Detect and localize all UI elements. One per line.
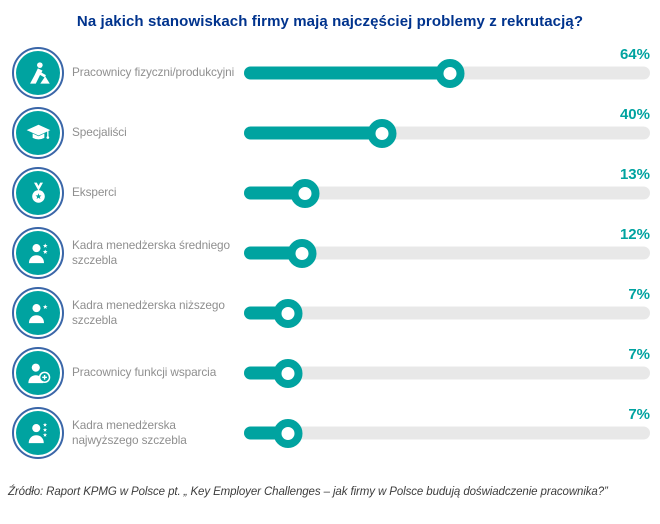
source-citation: Źródło: Raport KPMG w Polsce pt. „ Key E… (8, 486, 608, 498)
bar-area: 7% (244, 343, 650, 403)
value-label: 40% (619, 106, 650, 123)
bar-end-marker (435, 58, 465, 88)
value-label: 64% (619, 46, 650, 63)
bar-track (244, 298, 650, 328)
value-label: 7% (628, 286, 650, 303)
category-label: Pracownicy funkcji wsparcia (72, 365, 217, 380)
category-label: Eksperci (72, 185, 117, 200)
bar-row: Kadra menedżerska niższego szczebla 7% (0, 283, 660, 343)
bar-track (244, 178, 650, 208)
category-icon-ring (12, 407, 64, 459)
bar-area: 12% (244, 223, 650, 283)
graduation-cap-icon (16, 111, 60, 155)
bar-rows-container: Pracownicy fizyczni/produkcyjni 64% Specja… (0, 43, 660, 463)
bar-track (244, 418, 650, 448)
bar-track (244, 238, 650, 268)
chart-title: Na jakich stanowiskach firmy mają najczę… (76, 13, 584, 30)
bar-track (244, 358, 650, 388)
bar-track (244, 118, 650, 148)
worker-digging-icon (16, 51, 60, 95)
bar-row: Pracownicy funkcji wsparcia 7% (0, 343, 660, 403)
manager-one-star-icon (16, 291, 60, 335)
category-icon-ring (12, 107, 64, 159)
bar-end-marker (287, 238, 317, 268)
bar-track (244, 58, 650, 88)
category-icon-ring (12, 287, 64, 339)
manager-three-stars-icon (16, 411, 60, 455)
bar-end-marker (273, 418, 303, 448)
category-label: Kadra menedżerska najwyższego szczebla (72, 417, 187, 447)
category-label: Pracownicy fizyczni/produkcyjni (72, 65, 235, 80)
bar-fill (244, 126, 383, 140)
bar-row: Pracownicy fizyczni/produkcyjni 64% (0, 43, 660, 103)
bar-end-marker (273, 358, 303, 388)
bar-row: Specjaliści 40% (0, 103, 660, 163)
category-icon-ring (12, 47, 64, 99)
person-add-icon (16, 351, 60, 395)
value-label: 7% (628, 346, 650, 363)
bar-end-marker (290, 178, 320, 208)
bar-row: Eksperci 13% (0, 163, 660, 223)
category-icon-ring (12, 227, 64, 279)
category-icon-ring (12, 167, 64, 219)
bar-area: 13% (244, 163, 650, 223)
bar-area: 64% (244, 43, 650, 103)
category-label: Specjaliści (72, 125, 127, 140)
bar-fill (244, 66, 451, 80)
category-label: Kadra menedżerska średniego szczebla (72, 237, 230, 267)
bar-area: 40% (244, 103, 650, 163)
bar-fill (244, 186, 306, 200)
bar-area: 7% (244, 403, 650, 463)
bar-row: Kadra menedżerska średniego szczebla 12% (0, 223, 660, 283)
bar-end-marker (273, 298, 303, 328)
bar-row: Kadra menedżerska najwyższego szczebla 7% (0, 403, 660, 463)
value-label: 13% (619, 166, 650, 183)
category-label: Kadra menedżerska niższego szczebla (72, 297, 225, 327)
category-icon-ring (12, 347, 64, 399)
bar-area: 7% (244, 283, 650, 343)
value-label: 7% (628, 406, 650, 423)
bar-fill (244, 246, 303, 260)
medal-star-icon (16, 171, 60, 215)
manager-two-stars-icon (16, 231, 60, 275)
value-label: 12% (619, 226, 650, 243)
bar-end-marker (367, 118, 397, 148)
